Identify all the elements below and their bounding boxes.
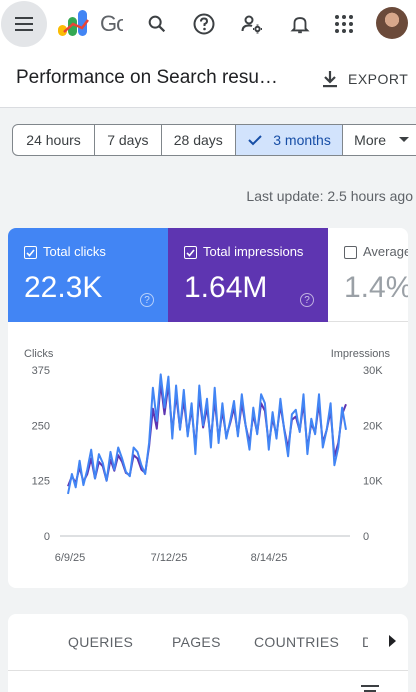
dimensions-tabs-card: QUERIES PAGES COUNTRIES D — [8, 614, 408, 692]
search-button[interactable] — [143, 10, 171, 38]
filter-7-days[interactable]: 7 days — [95, 125, 162, 155]
performance-card: Total clicks 22.3K ? Total impressions 1… — [8, 228, 408, 588]
x-tick-label: 6/9/25 — [55, 552, 86, 564]
tab-queries[interactable]: QUERIES — [68, 634, 134, 650]
manage-accounts-icon — [241, 15, 262, 34]
check-icon — [248, 135, 262, 146]
x-tick-label: 8/14/25 — [251, 552, 288, 564]
checkbox-checked-icon[interactable] — [24, 246, 37, 259]
filter-label: 24 hours — [26, 132, 81, 148]
right-tick-label: 10K — [363, 476, 383, 488]
left-tick-label: 125 — [32, 476, 50, 488]
tabs-divider — [8, 670, 408, 671]
metric-value: 1.4% — [344, 271, 408, 304]
left-axis-title: Clicks — [24, 348, 54, 360]
metric-label: Average CTR — [363, 244, 408, 259]
settings-button[interactable] — [238, 10, 266, 38]
right-tick-label: 20K — [363, 420, 383, 432]
account-avatar[interactable] — [376, 7, 408, 39]
search-icon — [148, 15, 166, 33]
filter-label: 3 months — [273, 132, 331, 148]
performance-line-chart: Clicks Impressions 375 250 125 0 30K 20K 10K 0 6/9… — [24, 348, 391, 564]
menu-icon — [15, 17, 33, 31]
apps-button[interactable] — [330, 10, 358, 38]
help-icon[interactable]: ? — [140, 293, 154, 307]
filter-list-icon[interactable] — [360, 684, 380, 692]
dropdown-arrow-icon — [399, 137, 410, 142]
filter-label: 28 days — [173, 132, 223, 148]
left-tick-label: 375 — [32, 365, 50, 377]
page-title: Performance on Search resu… — [16, 67, 278, 88]
help-button[interactable] — [190, 10, 218, 38]
metric-label: Total impressions — [203, 244, 304, 259]
last-update-text: Last update: 2.5 hours ago — [246, 188, 413, 204]
filter-24-hours[interactable]: 24 hours — [13, 125, 96, 155]
filter-label: 7 days — [107, 132, 149, 148]
chevron-right-icon[interactable] — [384, 633, 400, 649]
help-icon — [193, 13, 215, 35]
notifications-icon — [290, 17, 310, 34]
right-tick-label: 30K — [363, 365, 383, 377]
metric-label: Total clicks — [43, 244, 106, 259]
filter-3-months[interactable]: 3 months — [235, 125, 344, 155]
filter-label: More — [354, 132, 387, 148]
search-console-logo[interactable] — [55, 8, 89, 40]
download-icon — [323, 71, 337, 88]
clicks-series-line — [67, 373, 347, 495]
page-header: Performance on Search resu… EXPORT — [0, 48, 416, 108]
metric-value: 1.64M — [184, 271, 268, 304]
metric-total-clicks[interactable]: Total clicks 22.3K ? — [8, 228, 168, 322]
tab-devices[interactable]: D — [362, 634, 368, 650]
export-label: EXPORT — [348, 71, 409, 87]
tab-pages[interactable]: PAGES — [172, 634, 221, 650]
product-name: Go — [100, 11, 123, 36]
help-icon[interactable]: ? — [300, 293, 314, 307]
date-range-filters: 24 hours 7 days 28 days 3 months More — [12, 124, 416, 156]
metric-value: 22.3K — [24, 271, 103, 304]
top-app-bar: Go — [0, 0, 416, 48]
filter-more[interactable]: More — [343, 125, 416, 155]
right-tick-label: 0 — [363, 531, 369, 543]
left-tick-label: 0 — [44, 531, 50, 543]
metric-average-ctr[interactable]: Average CTR 1.4% — [328, 228, 408, 322]
filter-28-days[interactable]: 28 days — [162, 125, 236, 155]
menu-button[interactable] — [1, 1, 47, 47]
right-axis-title: Impressions — [331, 348, 391, 360]
checkbox-checked-icon[interactable] — [184, 246, 197, 259]
checkbox-unchecked-icon[interactable] — [344, 246, 357, 259]
metric-total-impressions[interactable]: Total impressions 1.64M ? — [168, 228, 328, 322]
notifications-button[interactable] — [286, 10, 314, 38]
x-tick-label: 7/12/25 — [151, 552, 188, 564]
export-button[interactable]: EXPORT — [320, 66, 408, 92]
apps-grid-icon — [335, 15, 353, 33]
left-tick-label: 250 — [32, 420, 50, 432]
tab-countries[interactable]: COUNTRIES — [254, 634, 340, 650]
